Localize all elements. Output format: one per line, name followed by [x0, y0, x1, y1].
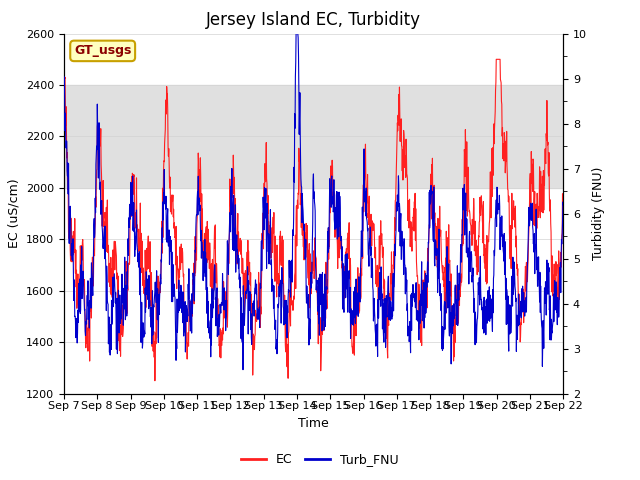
Y-axis label: EC (uS/cm): EC (uS/cm)	[8, 179, 20, 249]
Bar	[64, 85, 563, 188]
Title: Jersey Island EC, Turbidity: Jersey Island EC, Turbidity	[206, 11, 421, 29]
X-axis label: Time: Time	[298, 417, 329, 430]
Legend: EC, Turb_FNU: EC, Turb_FNU	[236, 448, 404, 471]
Text: GT_usgs: GT_usgs	[74, 44, 131, 58]
Y-axis label: Turbidity (FNU): Turbidity (FNU)	[593, 167, 605, 260]
